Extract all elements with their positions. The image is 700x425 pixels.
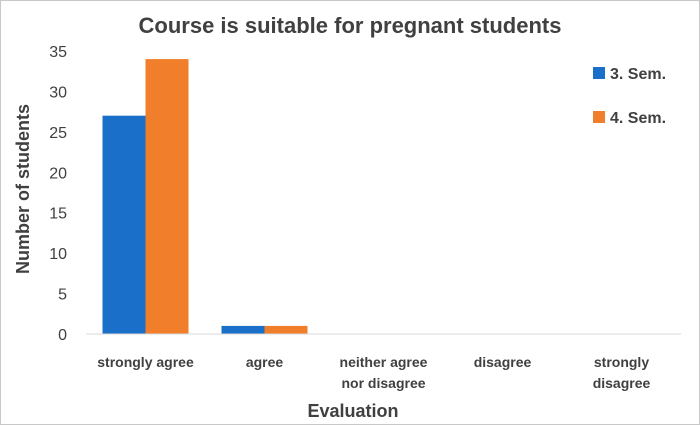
y-axis-title: Number of students [13,104,33,274]
x-category-label: disagree [474,354,532,370]
bar-series-1-cat-2 [221,325,265,334]
legend-label: 3. Sem. [610,66,666,83]
bar-series-2-cat-1 [145,59,189,334]
x-category-label: strongly disagree [593,354,651,391]
x-category-label: agree [246,354,284,370]
y-tick-label: 20 [49,165,67,182]
bars-group [102,59,308,334]
legend: 3. Sem. 4. Sem. [593,66,666,127]
x-category-labels: strongly agree agree neither agree nor disa… [97,354,650,391]
y-tick-label: 35 [49,44,67,61]
y-tick-labels: 0 5 10 15 20 25 30 35 [49,44,67,344]
y-tick-label: 10 [49,246,67,263]
x-axis-title: Evaluation [307,401,398,421]
legend-swatch [593,111,605,123]
y-tick-label: 5 [58,287,67,304]
bar-series-2-cat-2 [264,325,308,334]
y-tick-label: 25 [49,125,67,142]
chart-title: Course is suitable for pregnant students [139,13,562,38]
y-tick-label: 30 [49,84,67,101]
x-category-label: neither agree nor disagree [340,354,428,391]
bar-series-1-cat-1 [102,115,146,334]
y-tick-label: 0 [58,327,67,344]
legend-label: 4. Sem. [610,110,666,127]
legend-swatch [593,67,605,79]
x-category-label: strongly agree [97,354,194,370]
y-tick-label: 15 [49,206,67,223]
